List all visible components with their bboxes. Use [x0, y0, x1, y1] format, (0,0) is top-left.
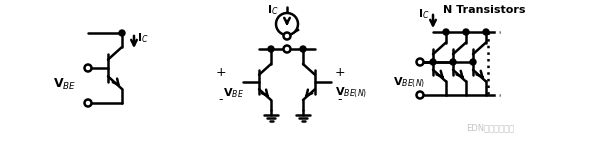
Text: +: +: [215, 66, 226, 78]
Circle shape: [85, 99, 91, 106]
Circle shape: [416, 92, 424, 99]
Text: -: -: [337, 93, 341, 106]
Text: +: +: [335, 66, 346, 78]
Circle shape: [119, 30, 125, 36]
Text: V$_{BE}$: V$_{BE}$: [223, 86, 244, 100]
Circle shape: [268, 46, 274, 52]
Circle shape: [483, 29, 489, 35]
Text: EDN电子技术设计: EDN电子技术设计: [466, 123, 514, 132]
Text: V$_{BE}$: V$_{BE}$: [53, 76, 76, 92]
Circle shape: [430, 59, 436, 65]
Circle shape: [443, 29, 449, 35]
Circle shape: [300, 46, 306, 52]
Text: -: -: [219, 93, 223, 106]
Text: V$_{BE(N)}$: V$_{BE(N)}$: [335, 86, 367, 100]
Circle shape: [416, 58, 424, 66]
Circle shape: [470, 59, 476, 65]
Circle shape: [450, 59, 456, 65]
Circle shape: [284, 33, 290, 39]
Circle shape: [276, 13, 298, 35]
Text: I$_C$: I$_C$: [137, 31, 149, 45]
Text: N Transistors: N Transistors: [443, 5, 526, 15]
Text: I$_C$: I$_C$: [418, 7, 430, 21]
Text: V$_{BE(N)}$: V$_{BE(N)}$: [393, 76, 425, 90]
Circle shape: [284, 45, 290, 52]
Circle shape: [85, 64, 91, 72]
Text: I$_C$: I$_C$: [267, 3, 278, 17]
Circle shape: [463, 29, 469, 35]
